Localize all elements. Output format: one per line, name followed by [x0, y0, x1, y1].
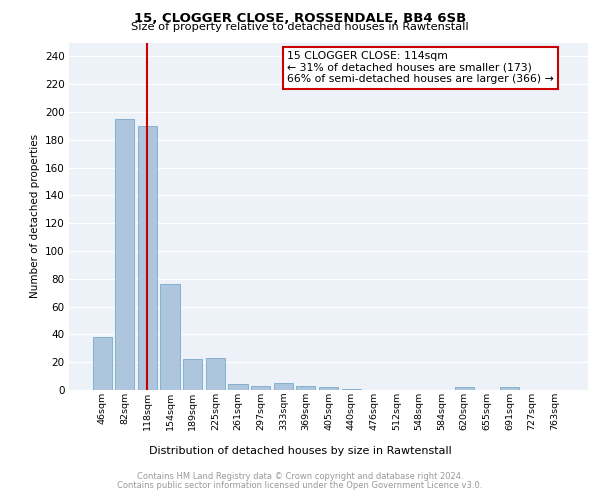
Bar — [183, 360, 202, 390]
Bar — [341, 388, 361, 390]
Bar — [455, 387, 474, 390]
Bar — [500, 387, 519, 390]
Bar — [229, 384, 248, 390]
Text: Contains public sector information licensed under the Open Government Licence v3: Contains public sector information licen… — [118, 481, 482, 490]
Bar — [319, 387, 338, 390]
Bar — [92, 337, 112, 390]
Bar — [160, 284, 180, 390]
Text: Size of property relative to detached houses in Rawtenstall: Size of property relative to detached ho… — [131, 22, 469, 32]
Text: Distribution of detached houses by size in Rawtenstall: Distribution of detached houses by size … — [149, 446, 451, 456]
Bar — [251, 386, 270, 390]
Text: 15, CLOGGER CLOSE, ROSSENDALE, BB4 6SB: 15, CLOGGER CLOSE, ROSSENDALE, BB4 6SB — [134, 12, 466, 24]
Text: Contains HM Land Registry data © Crown copyright and database right 2024.: Contains HM Land Registry data © Crown c… — [137, 472, 463, 481]
Text: 15 CLOGGER CLOSE: 114sqm
← 31% of detached houses are smaller (173)
66% of semi-: 15 CLOGGER CLOSE: 114sqm ← 31% of detach… — [287, 51, 554, 84]
Bar — [206, 358, 225, 390]
Bar — [274, 383, 293, 390]
Y-axis label: Number of detached properties: Number of detached properties — [29, 134, 40, 298]
Bar — [115, 119, 134, 390]
Bar — [296, 386, 316, 390]
Bar — [138, 126, 157, 390]
